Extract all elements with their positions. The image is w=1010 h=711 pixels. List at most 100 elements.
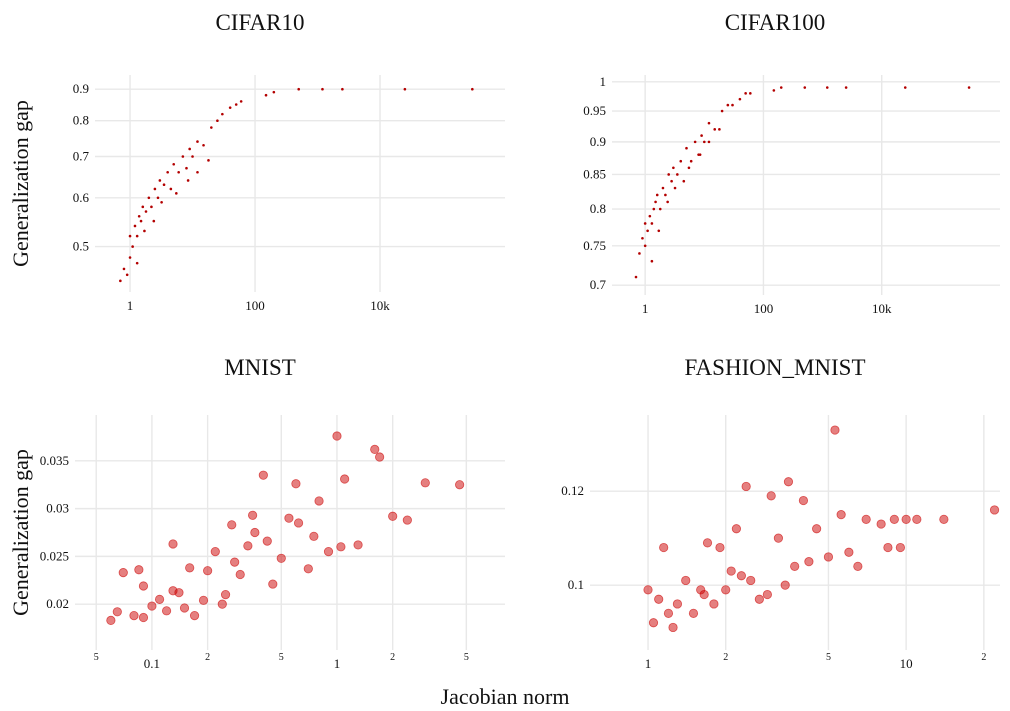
point <box>721 585 731 595</box>
point <box>731 103 734 107</box>
point <box>118 568 128 578</box>
point <box>147 601 157 611</box>
y-axis-label: Generalization gap <box>8 449 33 616</box>
point <box>836 510 846 520</box>
point <box>234 103 238 106</box>
point <box>276 553 286 563</box>
point <box>235 569 245 580</box>
x-axis-label: Jacobian norm <box>441 684 570 709</box>
point <box>700 134 703 137</box>
point <box>648 214 652 218</box>
point <box>210 126 213 129</box>
point <box>158 179 162 182</box>
x-tick-label: 1 <box>334 656 341 671</box>
point <box>689 159 693 163</box>
point <box>119 279 122 283</box>
point <box>112 607 122 617</box>
point <box>895 542 905 553</box>
point <box>150 205 153 209</box>
point <box>693 140 697 144</box>
point <box>989 505 1000 515</box>
point <box>790 561 800 571</box>
point <box>670 179 673 183</box>
point <box>137 214 141 218</box>
y-tick-label: 0.95 <box>583 103 606 118</box>
point <box>702 538 713 548</box>
point <box>332 431 342 441</box>
point <box>128 256 132 259</box>
x-tick-label: 10k <box>370 298 390 313</box>
point <box>403 87 407 91</box>
point <box>715 542 725 553</box>
point <box>196 140 199 143</box>
point <box>303 564 313 574</box>
y-tick-label: 0.7 <box>73 148 90 163</box>
point <box>309 531 319 541</box>
point <box>779 86 783 89</box>
point <box>264 93 268 97</box>
point <box>135 261 139 265</box>
point <box>912 514 922 524</box>
y-tick-label: 0.75 <box>583 238 606 253</box>
y-tick-label: 0.9 <box>73 81 89 96</box>
point <box>681 575 691 586</box>
point <box>168 586 178 596</box>
point <box>203 566 213 576</box>
point <box>471 87 474 91</box>
point <box>188 147 191 151</box>
point <box>152 219 156 223</box>
point <box>772 89 776 92</box>
panel: CIFAR10 Generalization gap 0.5 0.6 0.7 0.8 0.9… <box>8 10 505 313</box>
point <box>191 155 194 158</box>
point <box>646 229 649 233</box>
point <box>798 495 809 506</box>
point <box>161 606 172 616</box>
point <box>713 128 717 131</box>
y-tick-label: 0.7 <box>590 277 607 292</box>
x-tick-label: 5 <box>94 652 99 663</box>
point <box>699 589 709 600</box>
point <box>709 599 719 609</box>
x-tick-label: 100 <box>754 301 774 316</box>
point <box>179 603 190 613</box>
point <box>676 173 679 176</box>
point <box>141 205 145 209</box>
point <box>825 86 829 89</box>
point <box>754 594 764 604</box>
point <box>707 121 711 125</box>
y-tick-label: 0.9 <box>590 134 606 149</box>
point <box>668 622 678 633</box>
point <box>227 520 237 530</box>
point <box>144 210 148 213</box>
point <box>652 207 656 211</box>
point <box>147 196 151 200</box>
point <box>664 193 667 197</box>
x-tick-label: 10 <box>900 656 913 671</box>
point <box>284 513 294 523</box>
point <box>889 514 899 524</box>
point <box>248 510 258 520</box>
point <box>353 540 363 550</box>
point <box>341 87 344 91</box>
point <box>903 86 907 89</box>
point <box>741 481 751 492</box>
point <box>125 273 129 277</box>
point <box>297 87 301 91</box>
point <box>685 146 688 150</box>
x-tick-label: 5 <box>826 652 831 663</box>
point <box>185 166 188 170</box>
point <box>803 86 807 89</box>
point <box>688 608 699 618</box>
panel: FASHION_MNIST 0.1 0.12 1 2 5 10 2 <box>561 355 1000 671</box>
point <box>707 140 711 144</box>
point <box>749 92 752 95</box>
y-tick-label: 0.02 <box>46 596 69 611</box>
point <box>138 581 149 591</box>
point <box>175 192 178 195</box>
point <box>679 159 683 163</box>
point <box>128 234 132 238</box>
point <box>291 479 301 489</box>
point <box>682 179 686 183</box>
point <box>258 470 268 480</box>
